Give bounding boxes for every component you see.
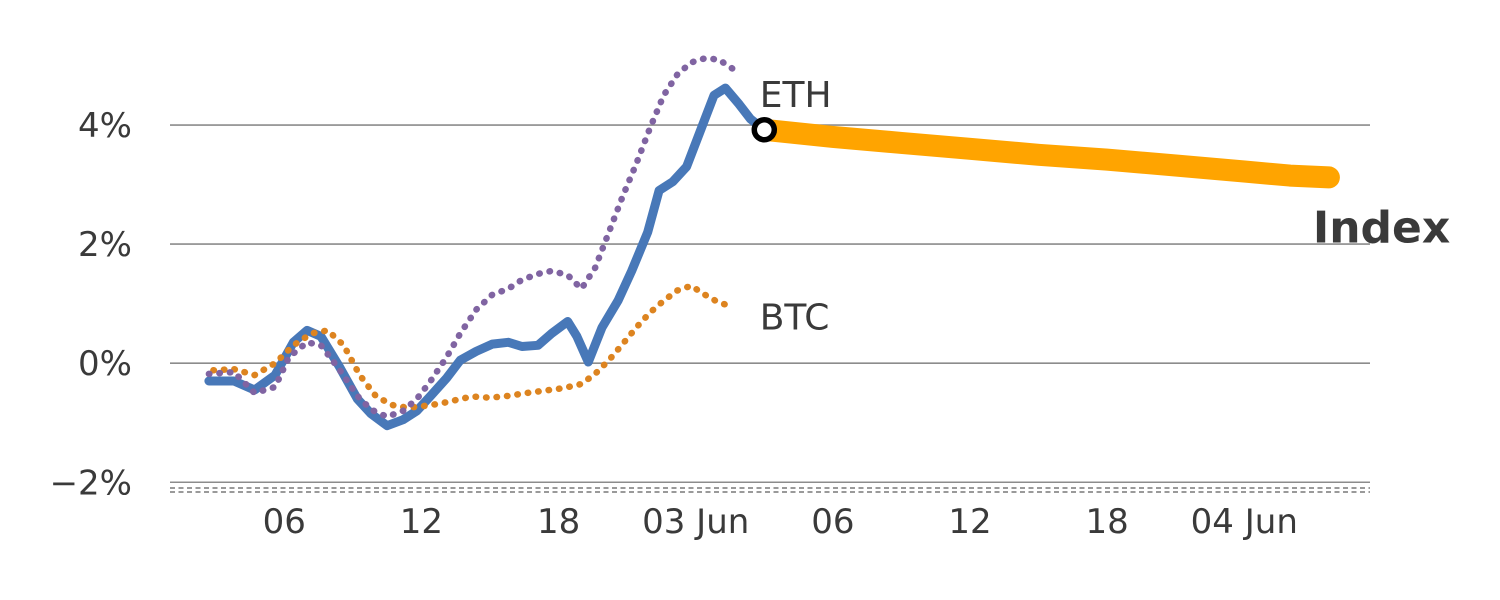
last-observation-marker [751,117,778,143]
y-tick-label: −2% [50,463,132,503]
x-tick-label: 18 [537,502,580,542]
y-tick-label: 0% [78,344,132,384]
x-tick-label: 12 [948,502,991,542]
series-label-btc: BTC [760,297,830,338]
x-tick-label: 06 [263,502,306,542]
x-tick-label: 04 Jun [1191,502,1298,542]
series-label-eth: ETH [760,75,832,116]
x-tick-label: 18 [1086,502,1129,542]
eth-line [205,55,736,421]
x-tick-label: 06 [811,502,854,542]
series-label-index: Index [1313,203,1450,254]
index-line [204,83,769,431]
x-tick-label: 12 [400,502,443,542]
y-tick-label: 4% [78,106,132,146]
y-tick-label: 2% [78,225,132,265]
index-forecast-line [753,118,1340,189]
btc-line [210,282,736,412]
x-tick-label: 03 Jun [642,502,749,542]
